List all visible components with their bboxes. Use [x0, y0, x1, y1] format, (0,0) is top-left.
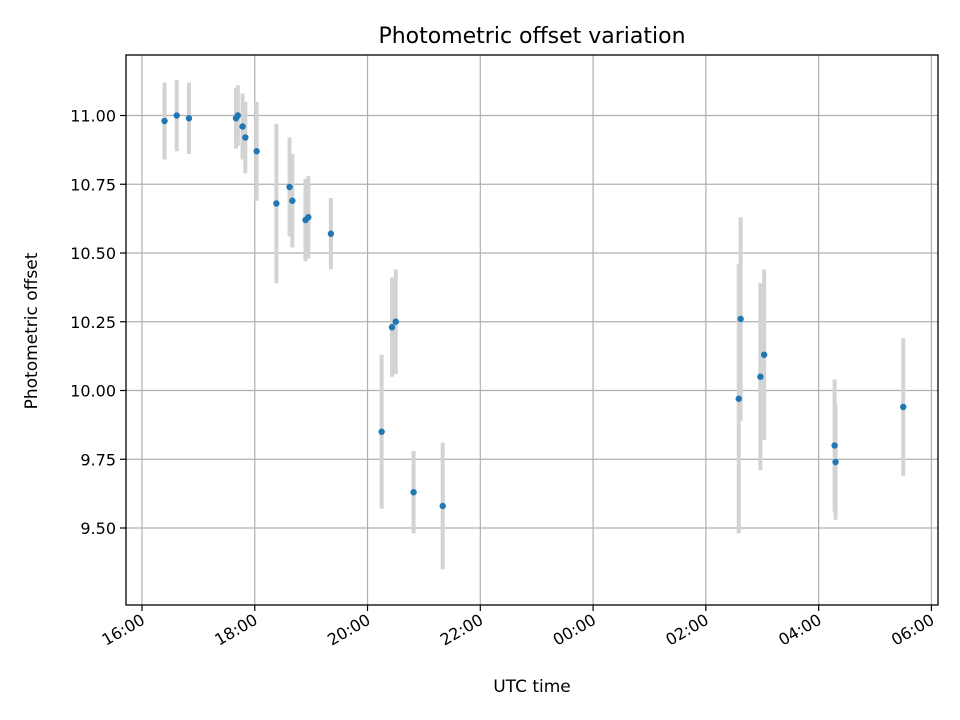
data-point [239, 123, 246, 130]
data-point [735, 395, 742, 402]
data-point [760, 351, 768, 358]
y-tick-label: 9.75 [80, 450, 116, 469]
y-tick-label: 10.00 [70, 382, 116, 401]
plot-frame [125, 54, 939, 606]
y-tick-label: 10.75 [70, 175, 116, 194]
chart-title: Photometric offset variation [378, 24, 685, 49]
data-point [185, 115, 193, 122]
data-point [900, 403, 907, 411]
y-tick-label: 10.50 [70, 244, 116, 263]
data-point [327, 230, 335, 237]
data-point [410, 489, 417, 496]
data-point [286, 183, 293, 191]
data-point [289, 197, 296, 204]
data-point [831, 442, 838, 449]
data-point [173, 112, 180, 119]
y-tick-label: 10.25 [70, 313, 116, 332]
x-axis-label: UTC time [493, 677, 571, 697]
y-axis-label: Photometric offset [22, 252, 42, 409]
data-point [439, 502, 446, 510]
data-point [242, 134, 249, 141]
grid [126, 55, 938, 605]
data-point [832, 458, 839, 466]
data-point [161, 117, 168, 125]
y-tick-label: 9.50 [80, 519, 116, 538]
data-point [392, 318, 399, 325]
data-point [388, 324, 396, 331]
data-point [737, 315, 744, 323]
data-point [273, 200, 280, 207]
data-point [234, 112, 242, 119]
data-point [757, 373, 764, 380]
data-points [161, 112, 907, 510]
y-tick-label: 11.00 [70, 107, 116, 126]
y-axis-ticks: 9.50 9.75 10.00 10.25 10.50 10.75 11.00 [70, 107, 126, 538]
data-point [305, 214, 312, 221]
data-point [378, 428, 385, 435]
data-point [253, 148, 260, 155]
